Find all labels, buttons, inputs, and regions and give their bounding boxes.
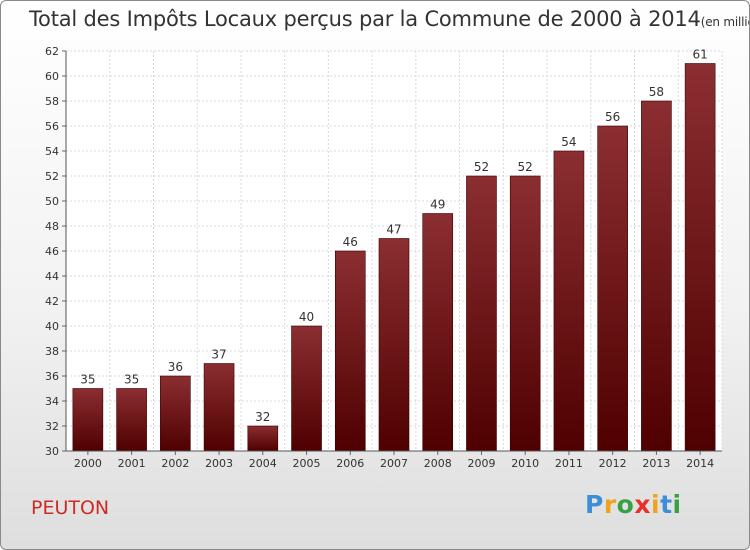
x-tick-label-2003: 2003 xyxy=(205,457,233,470)
proxiti-logo: Proxiti xyxy=(585,490,682,519)
data-label-2001: 35 xyxy=(124,373,139,387)
logo-letter: o xyxy=(616,490,635,519)
logo-letter: x xyxy=(634,490,651,519)
y-tick-label: 32 xyxy=(45,420,59,433)
y-tick-label: 30 xyxy=(45,445,59,458)
data-label-2010: 52 xyxy=(518,160,533,174)
x-tick-label-2008: 2008 xyxy=(424,457,452,470)
y-tick-label: 58 xyxy=(45,95,59,108)
y-tick-label: 52 xyxy=(45,170,59,183)
bar-2007 xyxy=(378,238,410,452)
data-label-2013: 58 xyxy=(649,85,664,99)
logo-letter: t xyxy=(660,490,673,519)
x-tick-label-2004: 2004 xyxy=(249,457,277,470)
bar-2005 xyxy=(291,325,322,452)
x-tick-label-2002: 2002 xyxy=(161,457,189,470)
data-label-2003: 37 xyxy=(211,348,226,362)
y-tick-label: 40 xyxy=(45,320,59,333)
bar-2004 xyxy=(247,425,279,452)
y-tick-label: 44 xyxy=(45,270,59,283)
bar-2001 xyxy=(116,388,147,452)
y-tick-label: 42 xyxy=(45,295,59,308)
plot-area: 30 32 34 36 38 40 42 44 46 48 50 52 54 56 58 60 62 35 2000… xyxy=(45,45,723,470)
data-label-2012: 56 xyxy=(605,110,620,124)
x-tick-label-2006: 2006 xyxy=(336,457,364,470)
x-tick-label-2001: 2001 xyxy=(118,457,146,470)
y-tick-label: 50 xyxy=(45,195,59,208)
x-tick-label-2012: 2012 xyxy=(599,457,627,470)
logo-letter: r xyxy=(603,490,617,519)
logo-letter: i xyxy=(672,490,682,519)
bar-2014 xyxy=(684,63,716,452)
data-label-2014: 61 xyxy=(692,48,707,62)
y-tick-label: 56 xyxy=(45,120,59,133)
logo-letter: i xyxy=(651,490,661,519)
chart-title-text: Total des Impôts Locaux perçus par la Co… xyxy=(29,7,701,31)
y-tick-label: 48 xyxy=(45,220,59,233)
data-label-2009: 52 xyxy=(474,160,489,174)
chart-title: Total des Impôts Locaux perçus par la Co… xyxy=(29,7,749,31)
bar-2010 xyxy=(509,175,541,452)
data-label-2000: 35 xyxy=(80,373,95,387)
data-label-2008: 49 xyxy=(430,198,445,212)
y-tick-label: 34 xyxy=(45,395,59,408)
data-label-2006: 46 xyxy=(343,235,358,249)
x-tick-label-2007: 2007 xyxy=(380,457,408,470)
x-tick-label-2013: 2013 xyxy=(642,457,670,470)
x-tick-label-2010: 2010 xyxy=(511,457,539,470)
y-tick-label: 46 xyxy=(45,245,59,258)
y-tick-label: 62 xyxy=(45,45,59,58)
data-label-2004: 32 xyxy=(255,410,270,424)
x-tick-label-2014: 2014 xyxy=(686,457,714,470)
y-tick-label: 38 xyxy=(45,345,59,358)
x-tick-label-2011: 2011 xyxy=(555,457,583,470)
bar-2013 xyxy=(641,100,672,452)
x-tick-label-2000: 2000 xyxy=(74,457,102,470)
logo-letter: P xyxy=(585,490,604,519)
bar-2003 xyxy=(203,363,235,452)
x-tick-label-2005: 2005 xyxy=(293,457,321,470)
chart-title-unit: (en milliers d'€) xyxy=(700,15,749,29)
y-tick-label: 60 xyxy=(45,70,59,83)
data-label-2011: 54 xyxy=(561,135,576,149)
bar-2011 xyxy=(553,150,585,452)
bar-2000 xyxy=(72,388,104,452)
commune-name: PEUTON xyxy=(31,497,110,519)
bar-2012 xyxy=(597,125,628,452)
data-label-2005: 40 xyxy=(299,310,314,324)
x-tick-label-2009: 2009 xyxy=(467,457,495,470)
bar-2002 xyxy=(160,375,191,452)
data-label-2007: 47 xyxy=(386,223,401,237)
data-label-2002: 36 xyxy=(168,360,183,374)
bar-2008 xyxy=(422,213,454,452)
bar-2009 xyxy=(466,175,497,452)
y-tick-label: 54 xyxy=(45,145,59,158)
bar-2006 xyxy=(334,250,366,452)
y-tick-label: 36 xyxy=(45,370,59,383)
